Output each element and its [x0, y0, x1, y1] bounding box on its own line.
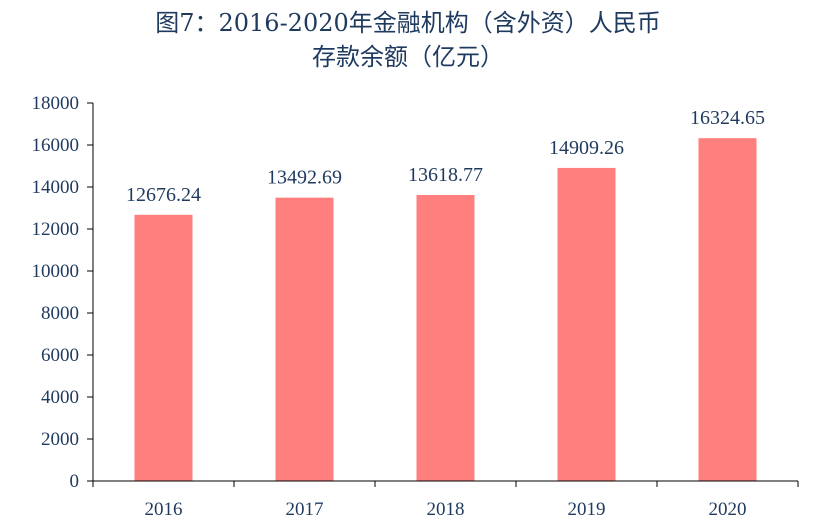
x-tick-label: 2017 — [286, 499, 324, 520]
bar — [275, 197, 334, 481]
bar — [698, 138, 757, 481]
y-tick-label: 18000 — [32, 93, 80, 114]
y-tick-label: 10000 — [32, 261, 80, 282]
data-label: 12676.24 — [126, 184, 201, 206]
data-label: 13492.69 — [267, 167, 342, 189]
y-tick-label: 4000 — [41, 387, 79, 408]
data-label: 14909.26 — [549, 137, 624, 159]
x-tick-label: 2020 — [709, 499, 747, 520]
y-tick-label: 8000 — [41, 303, 79, 324]
x-tick-label: 2018 — [427, 499, 465, 520]
chart-title: 图7：2016-2020年金融机构（含外资）人民币 — [155, 9, 661, 37]
bar — [416, 195, 475, 481]
y-tick-label: 0 — [70, 471, 80, 492]
y-tick-label: 14000 — [32, 177, 80, 198]
chart-title-block: 图7：2016-2020年金融机构（含外资）人民币 存款余额（亿元） — [0, 6, 816, 74]
y-tick-label: 2000 — [41, 429, 79, 450]
x-tick-label: 2019 — [568, 499, 606, 520]
x-tick-label: 2016 — [145, 499, 183, 520]
y-tick-label: 16000 — [32, 135, 80, 156]
y-tick-label: 12000 — [32, 219, 80, 240]
data-label: 16324.65 — [690, 107, 765, 129]
chart-subtitle: 存款余额（亿元） — [312, 43, 504, 71]
y-tick-label: 6000 — [41, 345, 79, 366]
bar — [557, 167, 616, 482]
data-label: 13618.77 — [408, 164, 483, 186]
bar — [134, 214, 193, 482]
